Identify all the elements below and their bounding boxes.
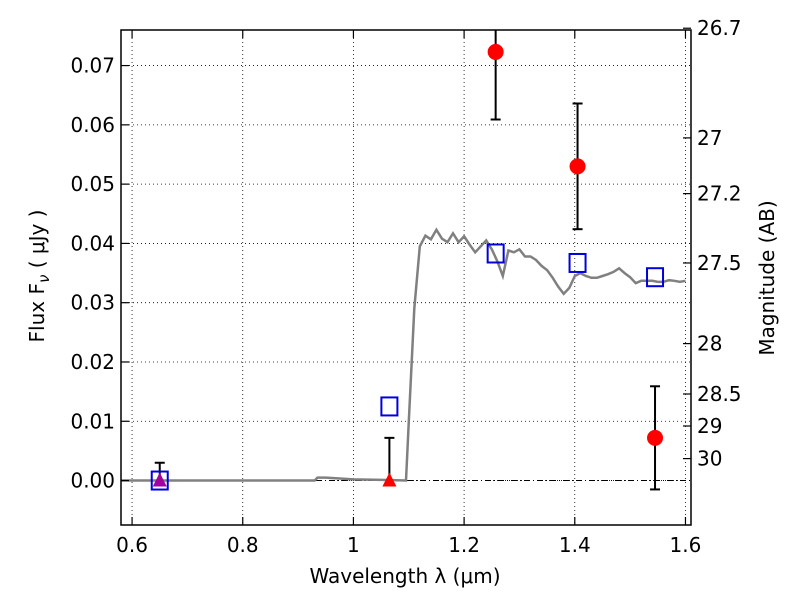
x-axis-label: Wavelength λ (μm) (309, 564, 500, 588)
grid (121, 30, 691, 525)
model-spectrum-line (121, 227, 686, 482)
y2-tick-label: 28 (697, 332, 722, 356)
model-photometry-square (486, 243, 505, 264)
y-tick-label: 0.06 (70, 113, 115, 137)
y2-tick-label: 28.5 (697, 382, 742, 406)
x-tick-label: 1.6 (670, 533, 702, 557)
y-tick-label: 0.03 (70, 291, 115, 315)
x-tick-label: 0.8 (227, 533, 259, 557)
y-axis-label-unit: ( μJy ) (25, 210, 49, 275)
y2-tick-label: 27 (697, 126, 722, 150)
y2-tick-label: 30 (697, 447, 722, 471)
plot-frame (120, 29, 692, 526)
detection-point (569, 158, 586, 175)
upper-limit-triangle (382, 472, 397, 487)
axis-ticks: 0.6 0.8 1 1.2 1.4 1.6 0.00 0.01 0.02 0.03 0.04 0.05… (70, 16, 741, 557)
y2-tick-label: 27.2 (697, 182, 742, 206)
x-tick-label: 1 (347, 533, 360, 557)
y-tick-label: 0.01 (70, 409, 115, 433)
upper-limit-triangle (152, 472, 167, 487)
y-axis-label: Flux Fν ( μJy ) (25, 210, 53, 343)
model-photometry-square (646, 267, 665, 288)
y-tick-label: 0.04 (70, 231, 115, 255)
y-tick-label: 0.00 (70, 469, 115, 493)
detection-point (487, 43, 504, 60)
y2-tick-label: 29 (697, 414, 722, 438)
model-photometry-square (380, 396, 399, 417)
y-tick-label: 0.07 (70, 54, 115, 78)
y-tick-label: 0.05 (70, 172, 115, 196)
x-tick-label: 1.2 (448, 533, 480, 557)
detection-point (647, 429, 664, 446)
y-axis-label-sub: ν (35, 275, 53, 283)
y2-axis-label: Magnitude (AB) (755, 200, 779, 355)
model-photometry-square (150, 470, 169, 491)
y2-tick-label: 26.7 (697, 16, 742, 40)
y-tick-label: 0.02 (70, 350, 115, 374)
y-axis-label-main: Flux F (25, 283, 49, 342)
x-tick-label: 1.4 (559, 533, 591, 557)
x-tick-label: 0.6 (116, 533, 148, 557)
data-marks (150, 30, 665, 491)
model-photometry-square (568, 252, 587, 273)
y2-tick-label: 27.5 (697, 251, 742, 275)
